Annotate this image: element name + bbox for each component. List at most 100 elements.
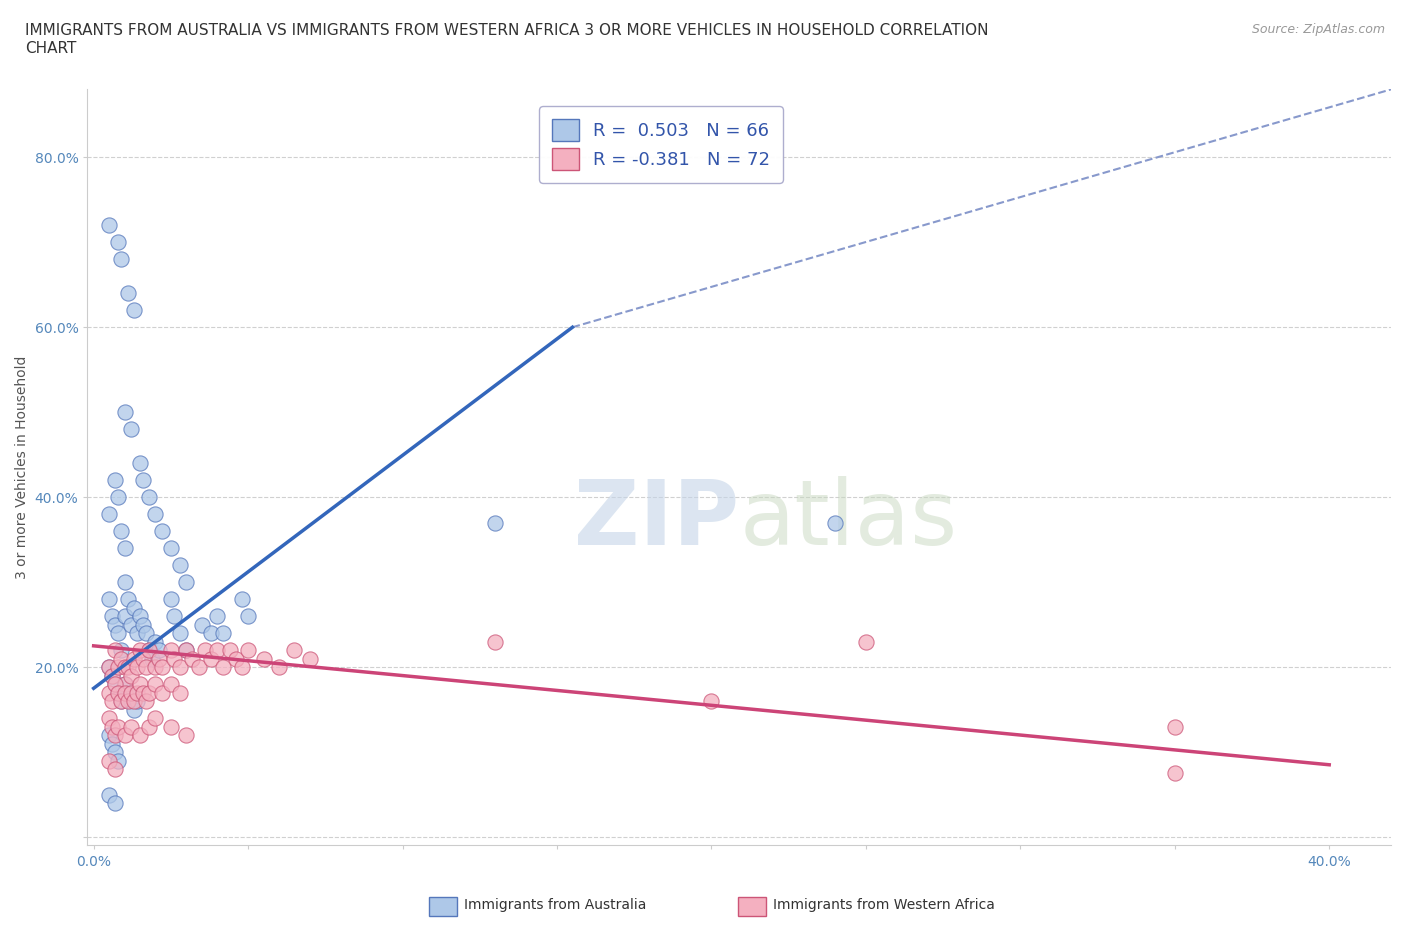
Point	[104, 727, 127, 742]
Point	[122, 600, 145, 615]
Point	[107, 685, 129, 700]
Point	[101, 608, 124, 623]
Point	[117, 286, 139, 300]
Point	[120, 694, 142, 709]
Point	[101, 668, 124, 683]
Point	[132, 472, 155, 487]
Point	[138, 685, 160, 700]
Point	[176, 643, 198, 658]
Point	[114, 608, 136, 623]
Point	[110, 694, 132, 709]
Point	[135, 659, 157, 674]
Point	[145, 634, 167, 649]
Point	[225, 651, 247, 666]
Point	[484, 515, 506, 530]
Point	[125, 626, 148, 641]
Point	[114, 405, 136, 419]
Point	[114, 677, 136, 692]
Point	[110, 643, 132, 658]
Point	[129, 608, 152, 623]
Point	[252, 651, 274, 666]
Text: ZIP: ZIP	[574, 476, 740, 565]
Point	[145, 507, 167, 522]
Point	[104, 618, 127, 632]
Point	[98, 685, 121, 700]
Point	[187, 659, 209, 674]
Point	[98, 218, 121, 232]
Point	[141, 651, 163, 666]
Point	[129, 727, 152, 742]
Point	[163, 608, 186, 623]
Point	[104, 472, 127, 487]
Point	[117, 659, 139, 674]
Point	[114, 659, 136, 674]
Point	[114, 685, 136, 700]
Point	[700, 694, 723, 709]
Point	[160, 540, 183, 555]
Point	[200, 626, 222, 641]
Point	[194, 643, 217, 658]
Point	[200, 651, 222, 666]
Point	[176, 643, 198, 658]
Point	[148, 651, 170, 666]
Point	[104, 762, 127, 777]
Point	[120, 685, 142, 700]
Point	[125, 694, 148, 709]
Point	[98, 659, 121, 674]
Point	[160, 591, 183, 606]
Point	[122, 303, 145, 318]
Point	[169, 685, 191, 700]
Point	[169, 626, 191, 641]
Point	[231, 659, 253, 674]
Point	[114, 540, 136, 555]
Point	[107, 753, 129, 768]
Point	[98, 507, 121, 522]
Point	[120, 618, 142, 632]
Point	[283, 643, 305, 658]
Point	[132, 651, 155, 666]
Point	[138, 643, 160, 658]
Point	[110, 252, 132, 267]
Point	[163, 651, 186, 666]
Y-axis label: 3 or more Vehicles in Household: 3 or more Vehicles in Household	[15, 356, 30, 579]
Point	[114, 727, 136, 742]
Point	[150, 685, 173, 700]
Point	[104, 677, 127, 692]
Point	[117, 685, 139, 700]
Point	[107, 719, 129, 734]
Point	[101, 694, 124, 709]
Point	[236, 608, 259, 623]
Point	[160, 643, 183, 658]
Text: IMMIGRANTS FROM AUSTRALIA VS IMMIGRANTS FROM WESTERN AFRICA 3 OR MORE VEHICLES I: IMMIGRANTS FROM AUSTRALIA VS IMMIGRANTS …	[25, 23, 988, 56]
Point	[129, 456, 152, 471]
Point	[117, 694, 139, 709]
Point	[145, 677, 167, 692]
Point	[101, 668, 124, 683]
Point	[122, 694, 145, 709]
Point	[205, 608, 228, 623]
Point	[176, 727, 198, 742]
Point	[107, 626, 129, 641]
Point	[120, 719, 142, 734]
Point	[1164, 765, 1187, 780]
Point	[122, 702, 145, 717]
Text: Immigrants from Western Africa: Immigrants from Western Africa	[773, 897, 995, 912]
Point	[132, 685, 155, 700]
Point	[160, 677, 183, 692]
Point	[110, 694, 132, 709]
Point	[101, 736, 124, 751]
Point	[98, 727, 121, 742]
Point	[231, 591, 253, 606]
Point	[110, 524, 132, 538]
Point	[135, 626, 157, 641]
Point	[205, 643, 228, 658]
Point	[98, 787, 121, 802]
Point	[98, 591, 121, 606]
Point	[145, 711, 167, 725]
Point	[129, 643, 152, 658]
Point	[212, 659, 235, 674]
Point	[824, 515, 846, 530]
Point	[132, 618, 155, 632]
Point	[125, 685, 148, 700]
Point	[218, 643, 240, 658]
